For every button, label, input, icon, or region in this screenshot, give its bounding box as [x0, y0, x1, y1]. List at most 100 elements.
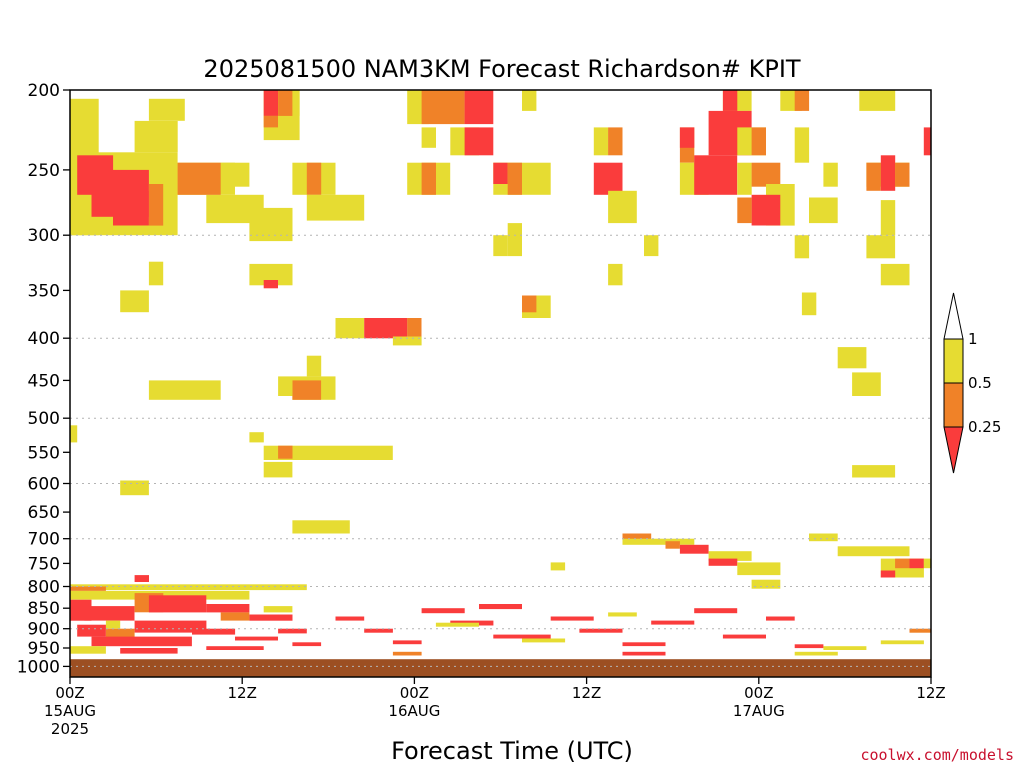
- y-tick-label-250: 250: [28, 161, 60, 181]
- x-tick-label-12-1: 12Z: [228, 684, 257, 702]
- ri-cell-22: [263, 280, 278, 289]
- ri-cell-17: [292, 90, 300, 116]
- ri-cell-150: [794, 644, 824, 649]
- ri-cell-143: [550, 616, 594, 621]
- ri-cell-68: [694, 155, 738, 195]
- ri-cell-19: [306, 162, 322, 195]
- ri-cell-109: [909, 558, 924, 569]
- ri-cell-135: [292, 642, 322, 647]
- y-tick-label-700: 700: [28, 530, 60, 550]
- ri-cell-24: [148, 261, 164, 286]
- ri-cell-90: [880, 263, 910, 286]
- ri-cell-14: [263, 90, 278, 116]
- ri-cell-122: [134, 620, 207, 633]
- ri-cell-123: [105, 628, 135, 641]
- ri-cell-103: [737, 562, 781, 576]
- ri-cell-93: [837, 347, 867, 369]
- ri-cell-101: [708, 551, 752, 561]
- ri-cell-145: [622, 642, 666, 647]
- ground-terrain: [70, 659, 931, 677]
- colorbar-seg-yellow: [943, 338, 964, 384]
- ri-cell-149: [766, 616, 795, 621]
- ri-cell-11: [148, 184, 164, 226]
- x-axis-label: Forecast Time (UTC): [391, 737, 633, 765]
- ri-cell-132: [235, 636, 278, 641]
- ri-cell-108: [895, 558, 910, 569]
- ri-cell-158: [622, 651, 666, 656]
- ri-cell-95: [852, 465, 896, 478]
- ri-cell-12: [177, 162, 221, 195]
- ri-cell-114: [134, 575, 149, 582]
- ri-cell-42: [421, 90, 465, 125]
- ri-cell-88: [880, 200, 896, 236]
- x-tick-label-48-1: 00Z: [744, 684, 773, 702]
- ri-cell-113: [70, 586, 106, 591]
- ri-cell-16: [263, 115, 278, 128]
- ri-cell-25: [335, 318, 365, 339]
- ri-cell-51: [507, 162, 522, 195]
- colorbar-label-1: 0.5: [968, 374, 992, 392]
- ri-cell-2: [134, 120, 178, 153]
- chart-title: 2025081500 NAM3KM Forecast Richardson# K…: [203, 55, 800, 83]
- ri-cell-7: [249, 207, 293, 242]
- ri-cell-50: [493, 162, 508, 184]
- ri-cell-71: [751, 127, 766, 156]
- ri-cell-133: [206, 646, 264, 650]
- y-tick-label-950: 950: [28, 639, 60, 659]
- ri-cell-29: [148, 380, 221, 400]
- ri-cell-66: [679, 127, 695, 148]
- ri-cell-45: [464, 127, 494, 156]
- ri-cell-99: [665, 541, 680, 549]
- ri-cell-157: [392, 651, 422, 656]
- ri-cell-33: [278, 376, 293, 396]
- ri-cell-21: [249, 263, 293, 286]
- ri-cell-94: [852, 372, 881, 396]
- y-tick-label-1000: 1000: [17, 657, 60, 677]
- ri-cell-3: [148, 98, 185, 121]
- colorbar-seg-orange: [943, 382, 964, 428]
- ri-cell-6: [220, 162, 250, 187]
- ri-cell-89: [866, 235, 896, 259]
- ri-cell-124: [91, 636, 192, 647]
- ri-cell-80: [794, 235, 810, 259]
- ri-cell-146: [651, 620, 695, 625]
- ri-cell-48: [421, 162, 436, 195]
- ri-cell-111: [550, 562, 566, 571]
- ri-cell-105: [837, 546, 910, 557]
- ri-cell-83: [859, 90, 896, 111]
- ri-cell-27: [407, 318, 422, 339]
- ri-cell-151: [608, 612, 637, 617]
- ri-cell-87: [895, 162, 910, 187]
- ri-cell-136: [335, 616, 365, 621]
- ri-cell-39: [120, 480, 149, 496]
- ri-cell-110: [923, 558, 931, 569]
- ri-cell-60: [608, 190, 637, 224]
- ri-cell-117: [84, 606, 135, 621]
- y-tick-label-350: 350: [28, 281, 60, 301]
- ri-cell-134: [278, 628, 307, 634]
- ri-cell-119: [148, 595, 207, 613]
- ri-cell-79: [794, 127, 810, 163]
- ri-cell-127: [206, 604, 250, 613]
- ri-cell-59: [593, 162, 623, 195]
- ri-cell-64: [722, 90, 738, 111]
- ri-cell-62: [608, 263, 623, 286]
- ri-cell-28: [392, 336, 422, 346]
- ri-cell-15: [278, 90, 293, 116]
- x-tick-label-0-1: 00Z: [55, 684, 84, 702]
- ri-cell-76: [737, 197, 752, 224]
- ri-cell-153: [522, 638, 566, 643]
- y-tick-label-750: 750: [28, 554, 60, 574]
- ri-cell-31: [292, 380, 322, 400]
- x-tick-label-0-3: 2025: [51, 720, 89, 738]
- ri-cell-129: [249, 614, 293, 621]
- y-tick-label-900: 900: [28, 620, 60, 640]
- x-tick-label-48-2: 17AUG: [733, 702, 785, 720]
- x-tick-label-36-1: 12Z: [572, 684, 601, 702]
- ri-cell-37: [278, 445, 293, 459]
- ri-cell-139: [421, 608, 465, 614]
- ri-cell-72: [737, 162, 752, 195]
- ri-cell-104: [751, 579, 781, 589]
